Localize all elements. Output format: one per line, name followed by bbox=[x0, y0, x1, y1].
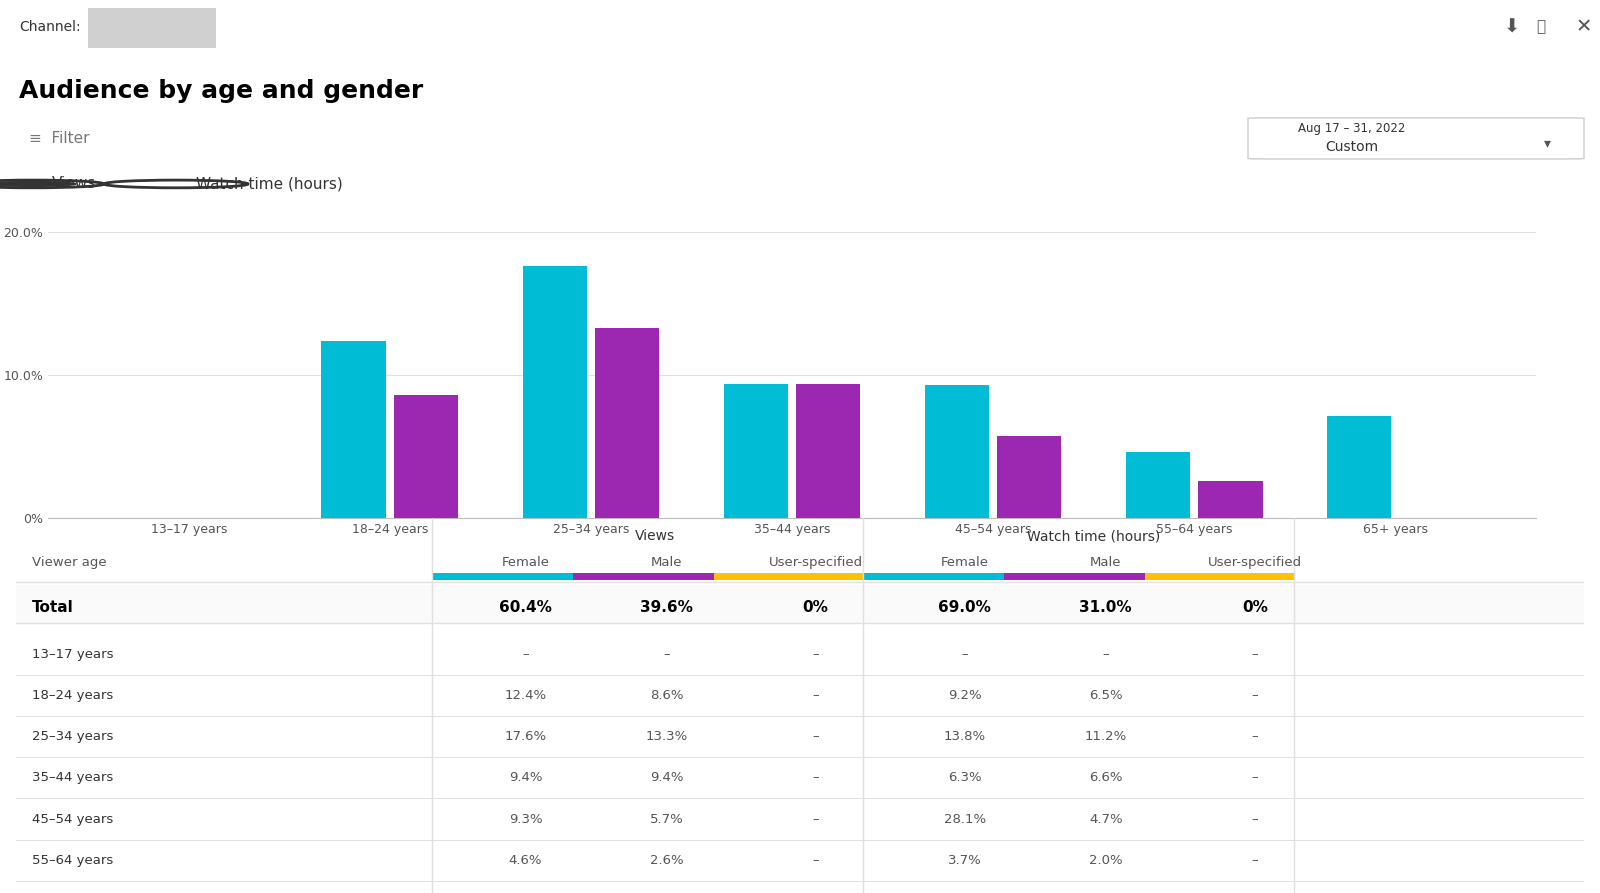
Bar bbox=[1126, 452, 1190, 518]
Bar bbox=[797, 384, 861, 518]
Text: Channel:: Channel: bbox=[19, 20, 82, 34]
FancyBboxPatch shape bbox=[88, 7, 216, 48]
Text: 9.3%: 9.3% bbox=[509, 813, 542, 826]
Bar bbox=[16, 586, 1584, 623]
Text: 35–44 years: 35–44 years bbox=[32, 772, 114, 784]
Text: Total: Total bbox=[32, 600, 74, 615]
Text: 25–34 years: 25–34 years bbox=[32, 730, 114, 743]
Text: ≡  Filter: ≡ Filter bbox=[29, 131, 90, 146]
Bar bbox=[322, 341, 386, 518]
Bar bbox=[1198, 480, 1262, 518]
Text: –: – bbox=[1251, 730, 1258, 743]
Text: –: – bbox=[1102, 647, 1109, 661]
Text: –: – bbox=[962, 647, 968, 661]
Text: Custom: Custom bbox=[1325, 140, 1379, 154]
Text: ▾: ▾ bbox=[1544, 136, 1550, 150]
Text: 13.8%: 13.8% bbox=[944, 730, 986, 743]
Bar bbox=[573, 573, 714, 580]
Text: –: – bbox=[813, 772, 819, 784]
Text: Views: Views bbox=[51, 177, 96, 191]
Text: 60.4%: 60.4% bbox=[499, 600, 552, 615]
Text: Female: Female bbox=[501, 556, 550, 570]
Text: 2.6%: 2.6% bbox=[650, 854, 683, 867]
Text: 2.0%: 2.0% bbox=[1090, 854, 1123, 867]
Text: 12.4%: 12.4% bbox=[504, 689, 547, 702]
Text: 13.3%: 13.3% bbox=[645, 730, 688, 743]
Text: –: – bbox=[813, 689, 819, 702]
Text: –: – bbox=[1251, 772, 1258, 784]
Bar bbox=[862, 573, 1003, 580]
Text: Male: Male bbox=[651, 556, 683, 570]
Text: 4.6%: 4.6% bbox=[509, 854, 542, 867]
Text: 4.7%: 4.7% bbox=[1090, 813, 1123, 826]
Text: 17.6%: 17.6% bbox=[504, 730, 547, 743]
Text: 6.5%: 6.5% bbox=[1090, 689, 1123, 702]
Text: 9.4%: 9.4% bbox=[509, 772, 542, 784]
Text: 0%: 0% bbox=[1242, 600, 1267, 615]
Text: –: – bbox=[1251, 689, 1258, 702]
Text: ✕: ✕ bbox=[1576, 17, 1592, 37]
Bar bbox=[1326, 416, 1392, 518]
Bar bbox=[432, 573, 573, 580]
Bar bbox=[595, 328, 659, 518]
Bar bbox=[925, 385, 989, 518]
Bar bbox=[1003, 573, 1146, 580]
Text: –: – bbox=[1251, 813, 1258, 826]
Text: 0%: 0% bbox=[803, 600, 829, 615]
Bar bbox=[714, 573, 862, 580]
Text: 9.4%: 9.4% bbox=[650, 772, 683, 784]
Text: Watch time (hours): Watch time (hours) bbox=[195, 177, 342, 191]
Text: Audience by age and gender: Audience by age and gender bbox=[19, 79, 424, 103]
Text: 28.1%: 28.1% bbox=[944, 813, 986, 826]
Text: 31.0%: 31.0% bbox=[1080, 600, 1133, 615]
Text: Watch time (hours): Watch time (hours) bbox=[1027, 530, 1160, 543]
Text: 18–24 years: 18–24 years bbox=[32, 689, 114, 702]
Text: –: – bbox=[813, 647, 819, 661]
Text: 9.2%: 9.2% bbox=[947, 689, 981, 702]
Text: Female: Female bbox=[941, 556, 989, 570]
Text: –: – bbox=[664, 647, 670, 661]
Text: Views: Views bbox=[635, 530, 675, 543]
Text: 🔔: 🔔 bbox=[1536, 20, 1546, 34]
Text: 69.0%: 69.0% bbox=[938, 600, 990, 615]
Text: –: – bbox=[1251, 647, 1258, 661]
Text: –: – bbox=[813, 854, 819, 867]
Text: Male: Male bbox=[1090, 556, 1122, 570]
Text: 39.6%: 39.6% bbox=[640, 600, 693, 615]
Text: 6.6%: 6.6% bbox=[1090, 772, 1123, 784]
Bar bbox=[523, 266, 587, 518]
Text: ⬇: ⬇ bbox=[1504, 17, 1520, 37]
Text: –: – bbox=[1251, 854, 1258, 867]
Bar bbox=[723, 384, 787, 518]
Text: User-specified: User-specified bbox=[1208, 556, 1302, 570]
Text: 45–54 years: 45–54 years bbox=[32, 813, 114, 826]
Bar bbox=[394, 395, 458, 518]
Text: Viewer age: Viewer age bbox=[32, 556, 106, 570]
Text: 3.7%: 3.7% bbox=[947, 854, 981, 867]
Bar bbox=[997, 437, 1061, 518]
Text: 5.7%: 5.7% bbox=[650, 813, 683, 826]
Text: –: – bbox=[813, 813, 819, 826]
Text: 55–64 years: 55–64 years bbox=[32, 854, 114, 867]
Text: –: – bbox=[813, 730, 819, 743]
FancyBboxPatch shape bbox=[1248, 118, 1584, 159]
Text: 6.3%: 6.3% bbox=[947, 772, 981, 784]
Text: 11.2%: 11.2% bbox=[1085, 730, 1126, 743]
Text: Aug 17 – 31, 2022: Aug 17 – 31, 2022 bbox=[1298, 122, 1406, 135]
Bar bbox=[1146, 573, 1294, 580]
Text: –: – bbox=[522, 647, 530, 661]
Circle shape bbox=[0, 181, 77, 187]
Text: 8.6%: 8.6% bbox=[650, 689, 683, 702]
Text: 13–17 years: 13–17 years bbox=[32, 647, 114, 661]
Text: User-specified: User-specified bbox=[768, 556, 862, 570]
